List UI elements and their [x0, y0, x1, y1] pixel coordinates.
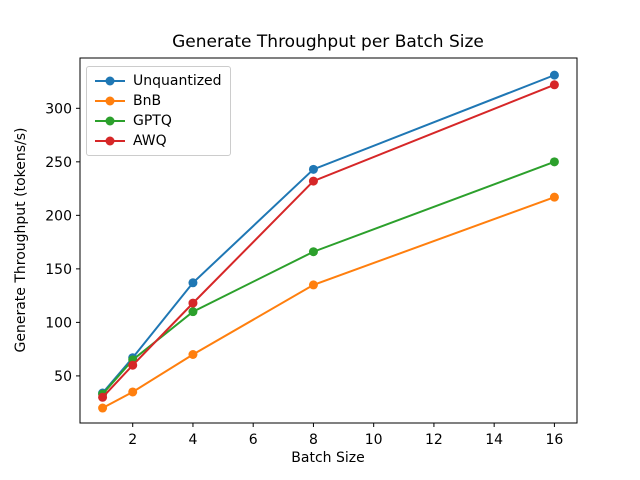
data-point-marker [98, 403, 108, 413]
x-tick-label: 12 [425, 432, 443, 448]
legend: Unquantized BnB GPTQ AWQ [86, 66, 231, 156]
x-tick-label: 10 [365, 432, 383, 448]
series-line [102, 196, 555, 409]
data-point-marker [549, 70, 559, 80]
x-tick-label: 14 [485, 432, 503, 448]
legend-label: BnB [133, 93, 162, 109]
x-tick-label: 2 [128, 432, 137, 448]
y-axis-label: Generate Throughput (tokens/s) [13, 128, 29, 353]
legend-label: GPTQ [133, 113, 172, 129]
legend-item-bnb: BnB [95, 91, 222, 111]
data-point-marker [308, 176, 318, 186]
data-point-marker [188, 298, 198, 308]
data-point-marker [308, 247, 318, 257]
data-point-marker [188, 349, 198, 359]
legend-label: AWQ [133, 133, 167, 149]
axes-frame [79, 57, 578, 424]
legend-item-awq: AWQ [95, 131, 222, 151]
data-point-marker [188, 307, 198, 317]
x-tick-label: 8 [309, 432, 318, 448]
series-bnb [98, 192, 559, 413]
plot-area: 2 4 6 8 10 12 14 16 50 100 150 200 250 300 [45, 57, 578, 448]
legend-label: Unquantized [133, 73, 222, 89]
data-point-marker [308, 280, 318, 290]
legend-item-unquantized: Unquantized [95, 71, 222, 91]
data-point-marker [549, 157, 559, 167]
y-tick-label: 300 [45, 101, 72, 117]
legend-swatch-icon [95, 136, 125, 146]
data-point-marker [128, 387, 138, 397]
series-line [101, 160, 555, 395]
y-tick-label: 150 [45, 262, 72, 278]
data-point-marker [188, 278, 198, 288]
data-point-marker [98, 392, 108, 402]
data-point-marker [128, 360, 138, 370]
y-tick-label: 100 [45, 315, 72, 331]
data-point-marker [549, 192, 559, 202]
data-point-marker [549, 80, 559, 90]
x-tick-label: 16 [545, 432, 563, 448]
legend-swatch-icon [95, 76, 125, 86]
data-point-marker [308, 164, 318, 174]
legend-swatch-icon [95, 96, 125, 106]
legend-swatch-icon [95, 116, 125, 126]
legend-item-gptq: GPTQ [95, 111, 222, 131]
chart-title: Generate Throughput per Batch Size [172, 32, 484, 52]
y-tick-label: 250 [45, 155, 72, 171]
series-awq [98, 80, 559, 402]
x-tick-label: 4 [188, 432, 197, 448]
series-gptq [98, 157, 559, 399]
y-tick-label: 50 [54, 369, 72, 385]
x-tick-label: 6 [249, 432, 258, 448]
x-axis-label: Batch Size [291, 450, 364, 466]
y-tick-label: 200 [45, 208, 72, 224]
